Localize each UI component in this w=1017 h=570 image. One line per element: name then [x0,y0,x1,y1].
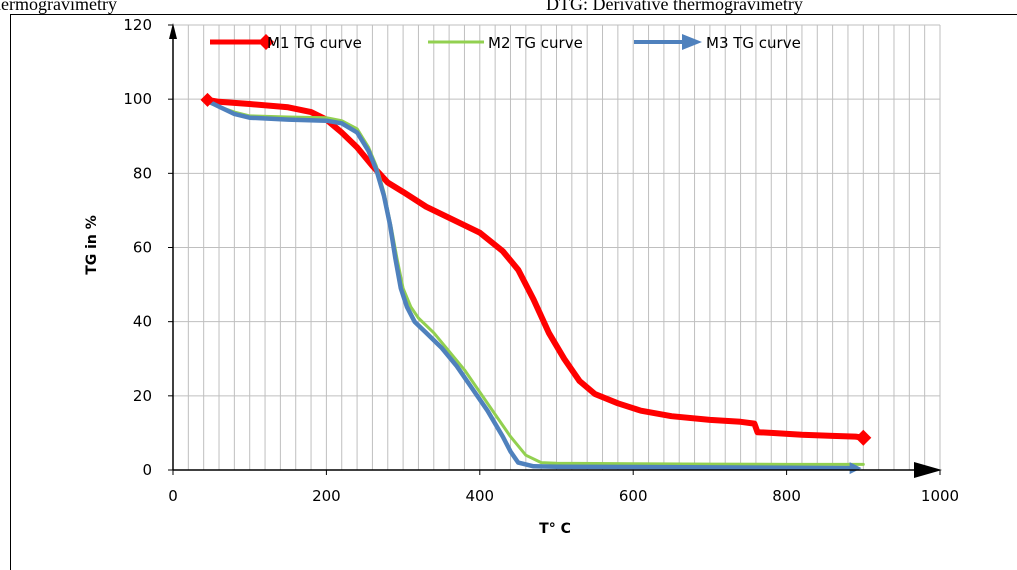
tick-labels: 0 200 400 600 800 1000 0 20 40 60 80 100 120 [123,16,959,505]
x-tick-label: 200 [312,487,341,505]
y-tick-label: 40 [133,313,152,331]
legend-item-m2: M2 TG curve [428,34,583,52]
x-tick-label: 0 [168,487,178,505]
x-axis-label: T° C [539,521,571,537]
legend-item-m1: M1 TG curve [210,34,362,52]
x-tick-label: 600 [619,487,648,505]
x-tick-label: 400 [465,487,494,505]
y-tick-label: 100 [123,90,152,108]
legend-label-m2: M2 TG curve [488,34,583,52]
axes [168,23,942,478]
caption-left: hermogravimetry [0,0,117,14]
legend-marker-m1 [258,34,274,50]
frame-border-left [10,15,11,570]
marker-m1-start [200,92,215,107]
legend-label-m3: M3 TG curve [706,34,801,52]
caption-right: DTG: Derivative thermogravimetry [546,0,803,14]
legend-item-m3: M3 TG curve [634,34,801,52]
grid-lines [173,24,941,470]
frame-border-top [10,14,1017,15]
y-axis-arrowhead [169,23,177,39]
y-axis-label: TG in % [84,215,100,275]
y-tick-label: 0 [142,461,152,479]
y-tick-label: 20 [133,387,152,405]
series-lines [200,92,872,475]
series-line-2 [202,99,865,466]
marker-m3-arrow [849,462,862,475]
legend: M1 TG curve M2 TG curve M3 TG curve [210,34,801,52]
legend-label-m1: M1 TG curve [267,34,362,52]
series-line-3 [205,98,858,471]
legend-marker-m3 [682,34,702,50]
y-tick-label: 80 [133,164,152,182]
y-tick-label: 60 [133,239,152,257]
x-tick-label: 800 [772,487,801,505]
x-tick-label: 1000 [921,487,959,505]
x-axis-arrowhead [914,462,942,478]
marker-m1-end [855,429,872,446]
series-line-1 [204,96,867,441]
y-tick-label: 120 [123,16,152,34]
